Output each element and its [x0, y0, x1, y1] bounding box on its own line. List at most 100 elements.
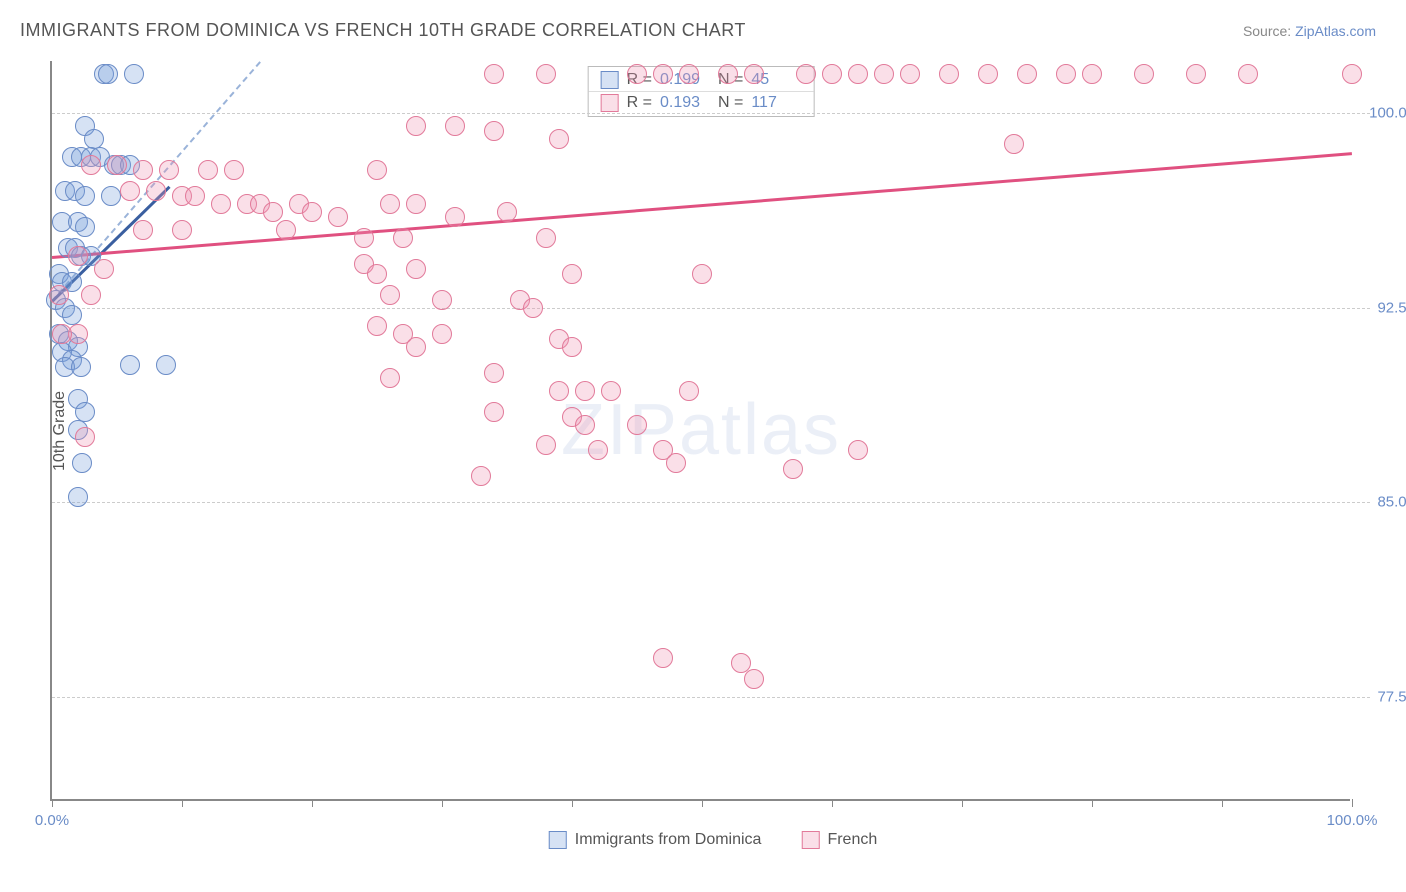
source-link[interactable]: ZipAtlas.com — [1295, 23, 1376, 39]
data-point — [796, 64, 816, 84]
data-point — [1056, 64, 1076, 84]
y-tick-label: 77.5% — [1377, 689, 1406, 706]
data-point — [484, 121, 504, 141]
data-point — [445, 116, 465, 136]
gridline — [52, 308, 1370, 309]
x-tick-label: 100.0% — [1327, 812, 1378, 829]
x-tick — [312, 799, 313, 807]
legend-label: Immigrants from Dominica — [575, 831, 762, 849]
data-point — [484, 402, 504, 422]
legend-swatch — [601, 94, 619, 112]
legend-swatch — [801, 831, 819, 849]
data-point — [302, 202, 322, 222]
data-point — [75, 427, 95, 447]
data-point — [1342, 64, 1362, 84]
data-point — [783, 459, 803, 479]
data-point — [156, 355, 176, 375]
y-tick-label: 85.0% — [1377, 494, 1406, 511]
data-point — [822, 64, 842, 84]
data-point — [536, 435, 556, 455]
data-point — [75, 186, 95, 206]
data-point — [848, 440, 868, 460]
series-legend: Immigrants from Dominica French — [549, 831, 878, 849]
data-point — [1238, 64, 1258, 84]
data-point — [81, 285, 101, 305]
data-point — [588, 440, 608, 460]
data-point — [549, 381, 569, 401]
data-point — [52, 324, 72, 344]
r-value: 0.193 — [660, 94, 710, 112]
data-point — [263, 202, 283, 222]
data-point — [575, 381, 595, 401]
data-point — [367, 264, 387, 284]
x-tick — [182, 799, 183, 807]
data-point — [49, 285, 69, 305]
y-tick-label: 92.5% — [1377, 299, 1406, 316]
data-point — [101, 186, 121, 206]
gridline — [52, 113, 1370, 114]
data-point — [406, 259, 426, 279]
data-point — [68, 487, 88, 507]
data-point — [471, 466, 491, 486]
data-point — [367, 316, 387, 336]
data-point — [62, 305, 82, 325]
data-point — [198, 160, 218, 180]
data-point — [328, 207, 348, 227]
data-point — [1134, 64, 1154, 84]
x-tick — [572, 799, 573, 807]
data-point — [679, 64, 699, 84]
data-point — [653, 648, 673, 668]
data-point — [536, 64, 556, 84]
data-point — [848, 64, 868, 84]
n-value: 117 — [751, 94, 801, 112]
data-point — [978, 64, 998, 84]
data-point — [224, 160, 244, 180]
data-point — [744, 64, 764, 84]
gridline — [52, 502, 1370, 503]
data-point — [1186, 64, 1206, 84]
data-point — [71, 357, 91, 377]
data-point — [185, 186, 205, 206]
data-point — [445, 207, 465, 227]
data-point — [484, 363, 504, 383]
data-point — [575, 415, 595, 435]
data-point — [874, 64, 894, 84]
x-tick — [1092, 799, 1093, 807]
data-point — [406, 194, 426, 214]
data-point — [1082, 64, 1102, 84]
x-tick-label: 0.0% — [35, 812, 69, 829]
legend-item: French — [801, 831, 877, 849]
data-point — [653, 64, 673, 84]
scatter-plot: ZIPatlas R =0.199N =45R =0.193N =117 77.… — [50, 61, 1350, 801]
data-point — [354, 228, 374, 248]
data-point — [900, 64, 920, 84]
data-point — [172, 220, 192, 240]
data-point — [107, 155, 127, 175]
data-point — [601, 381, 621, 401]
data-point — [692, 264, 712, 284]
data-point — [133, 160, 153, 180]
data-point — [120, 355, 140, 375]
data-point — [666, 453, 686, 473]
stats-legend: R =0.199N =45R =0.193N =117 — [588, 66, 815, 117]
data-point — [627, 415, 647, 435]
stats-row: R =0.199N =45 — [589, 69, 814, 92]
x-tick — [962, 799, 963, 807]
data-point — [380, 285, 400, 305]
x-tick — [442, 799, 443, 807]
data-point — [1017, 64, 1037, 84]
x-tick — [702, 799, 703, 807]
x-tick — [1352, 799, 1353, 807]
data-point — [562, 337, 582, 357]
data-point — [380, 194, 400, 214]
data-point — [1004, 134, 1024, 154]
source-label: Source: ZipAtlas.com — [1243, 23, 1376, 39]
data-point — [367, 160, 387, 180]
data-point — [75, 217, 95, 237]
data-point — [627, 64, 647, 84]
data-point — [679, 381, 699, 401]
data-point — [98, 64, 118, 84]
data-point — [84, 129, 104, 149]
data-point — [159, 160, 179, 180]
data-point — [484, 64, 504, 84]
